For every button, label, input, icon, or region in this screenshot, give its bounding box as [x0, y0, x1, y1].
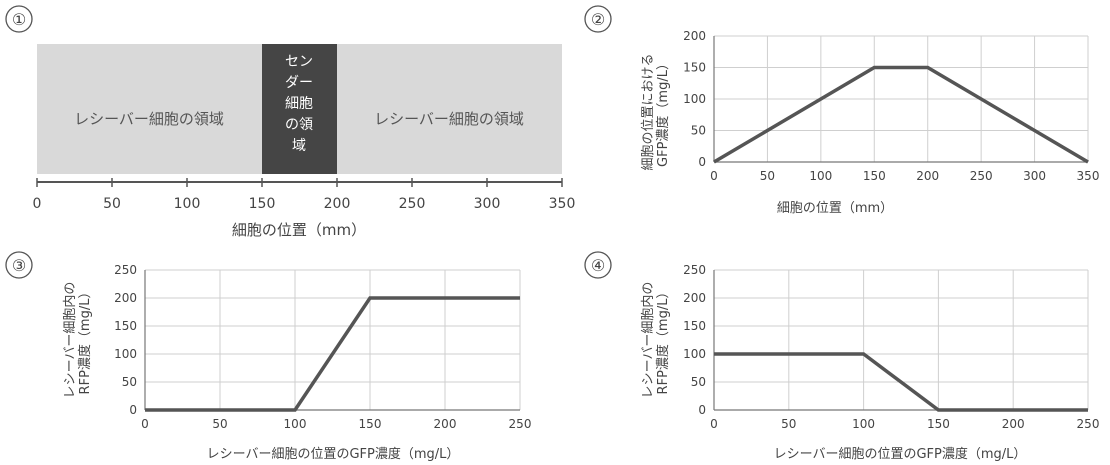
- x-tick-label: 150: [359, 417, 382, 431]
- sender-label-line-4: の領: [285, 116, 313, 133]
- series-line: [145, 296, 520, 412]
- right-region-label: レシーバー細胞の領域: [374, 110, 524, 128]
- chart-2-ylabel-line-2: RFP濃度（mg/L）: [655, 286, 671, 395]
- y-tick-label: 50: [691, 375, 706, 389]
- panel-number-4-text: ④: [591, 256, 605, 275]
- y-tick-label: 250: [683, 263, 706, 277]
- diagram-tick-label: 150: [249, 196, 276, 212]
- x-tick-label: 350: [1077, 169, 1100, 183]
- left-region-label: レシーバー細胞の領域: [74, 110, 224, 128]
- chart-0-ylabel-line-2: GFP濃度（mg/L）: [655, 57, 671, 167]
- right-receiver-region: [337, 44, 562, 174]
- chart-1-xlabel: レシーバー細胞の位置のGFP濃度（mg/L）: [207, 446, 460, 462]
- y-tick-label: 0: [698, 155, 706, 169]
- chart-2-tick-labels: 0 50 100 150 200 250 0 50 100 150 200 250: [683, 263, 1099, 431]
- x-tick-label: 150: [863, 169, 886, 183]
- chart-rfp-increase: 0 50 100 150 200 250 0 50 100 150 200 250 レシーバー細胞の位…: [62, 263, 531, 462]
- sender-label-line-2: ダー: [285, 75, 313, 91]
- sender-label-line-1: セン: [285, 54, 313, 70]
- x-tick-label: 50: [760, 169, 775, 183]
- x-tick-label: 0: [710, 169, 718, 183]
- chart-1-grid: [144, 269, 521, 411]
- x-tick-label: 250: [1077, 417, 1100, 431]
- x-tick-label: 100: [284, 417, 307, 431]
- x-tick-label: 100: [809, 169, 832, 183]
- diagram-xlabel: 細胞の位置（mm）: [232, 221, 366, 239]
- x-tick-label: 0: [141, 417, 149, 431]
- diagram-tick-label: 100: [174, 196, 201, 212]
- chart-0-series: [713, 65, 1089, 164]
- y-tick-label: 100: [683, 92, 706, 106]
- chart-rfp-decrease: 0 50 100 150 200 250 0 50 100 150 200 250 レシーバー細胞の位…: [640, 263, 1099, 462]
- y-tick-label: 150: [683, 61, 706, 75]
- chart-1-series: [145, 296, 520, 412]
- sender-label-line-5: 域: [292, 138, 306, 154]
- chart-0-tick-labels: 0 50 100 150 200 250 300 350 0 50 100 150 200: [683, 29, 1099, 183]
- series-line: [713, 65, 1089, 164]
- sender-label-line-3: 細胞: [285, 96, 313, 112]
- y-tick-label: 200: [683, 29, 706, 43]
- x-tick-label: 100: [852, 417, 875, 431]
- x-tick-label: 200: [916, 169, 939, 183]
- chart-1-ylabel-line-1: レシーバー細胞内の: [62, 282, 78, 399]
- panel-number-2: ②: [584, 5, 612, 33]
- sender-region: [262, 44, 337, 174]
- chart-2-xlabel: レシーバー細胞の位置のGFP濃度（mg/L）: [774, 446, 1027, 462]
- chart-0-axes: [713, 36, 1088, 163]
- diagram-tick-label: 250: [399, 196, 426, 212]
- x-tick-label: 250: [509, 417, 532, 431]
- chart-2-ylabel-line-1: レシーバー細胞内の: [640, 282, 656, 399]
- panel-number-3-text: ③: [12, 256, 26, 275]
- y-tick-label: 50: [691, 124, 706, 138]
- y-tick-label: 200: [114, 291, 137, 305]
- x-tick-label: 300: [1023, 169, 1046, 183]
- diagram-tick-label: 350: [549, 196, 576, 212]
- x-tick-label: 200: [434, 417, 457, 431]
- panel-number-1-text: ①: [12, 10, 26, 29]
- series-line: [714, 352, 1088, 412]
- chart-gfp-position: 0 50 100 150 200 250 300 350 0 50 100 150 200 細胞の位置（…: [641, 29, 1099, 216]
- x-tick-label: 50: [212, 417, 227, 431]
- y-tick-label: 0: [698, 403, 706, 417]
- y-tick-label: 150: [683, 319, 706, 333]
- x-tick-label: 250: [970, 169, 993, 183]
- chart-1-axes: [144, 270, 520, 411]
- y-tick-label: 250: [114, 263, 137, 277]
- panel-number-4: ④: [584, 251, 612, 279]
- x-tick-label: 50: [781, 417, 796, 431]
- y-tick-label: 150: [114, 319, 137, 333]
- y-tick-label: 100: [114, 347, 137, 361]
- chart-1-ylabel-line-2: RFP濃度（mg/L）: [77, 286, 93, 395]
- chart-2-axes: [713, 270, 1088, 411]
- panel-number-2-text: ②: [591, 10, 605, 29]
- x-tick-label: 0: [710, 417, 718, 431]
- chart-2-grid: [713, 269, 1089, 411]
- diagram-tick-label: 50: [103, 196, 121, 212]
- panel-number-1: ①: [5, 5, 33, 33]
- x-tick-label: 150: [927, 417, 950, 431]
- y-tick-label: 50: [122, 375, 137, 389]
- y-tick-label: 100: [683, 347, 706, 361]
- region-diagram: レシーバー細胞の領域 レシーバー細胞の領域 セン ダー 細胞 の領 域 0 50 1…: [33, 44, 576, 239]
- chart-2-series: [714, 352, 1088, 412]
- y-tick-label: 0: [129, 403, 137, 417]
- panel-number-3: ③: [5, 251, 33, 279]
- left-receiver-region: [37, 44, 262, 174]
- diagram-tick-label: 300: [474, 196, 501, 212]
- chart-0-grid: [713, 35, 1089, 163]
- diagram-ticks: 0 50 100 150 200 250 300 350: [33, 178, 576, 212]
- chart-1-tick-labels: 0 50 100 150 200 250 0 50 100 150 200 250: [114, 263, 531, 431]
- y-tick-label: 200: [683, 291, 706, 305]
- x-tick-label: 200: [1002, 417, 1025, 431]
- chart-0-ylabel-line-1: 細胞の位置における: [641, 53, 656, 170]
- chart-0-xlabel: 細胞の位置（mm）: [777, 201, 893, 216]
- diagram-tick-label: 0: [33, 196, 42, 212]
- diagram-tick-label: 200: [324, 196, 351, 212]
